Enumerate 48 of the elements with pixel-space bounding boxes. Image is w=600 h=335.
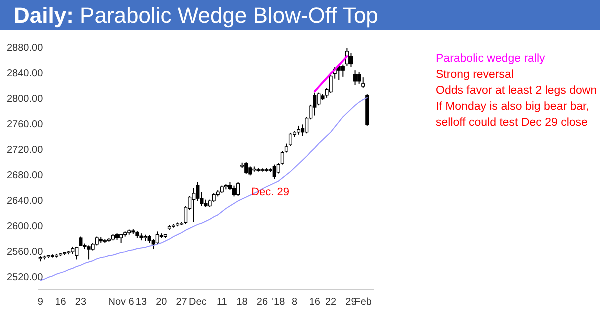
- candlestick: [87, 245, 91, 260]
- x-tick-label: 22: [326, 297, 338, 308]
- x-tick-label: 18: [236, 297, 248, 308]
- candlestick: [232, 185, 236, 198]
- y-tick-label: 2680.00: [7, 170, 44, 182]
- candlestick: [349, 52, 354, 68]
- x-tick-label: Dec: [189, 297, 207, 308]
- y-tick-label: 2840.00: [7, 68, 44, 80]
- text: Odds favor at least 2 legs down: [436, 85, 598, 97]
- y-tick-label: 2720.00: [7, 144, 44, 156]
- x-tick-label: '18: [272, 297, 286, 308]
- candlestick: [272, 164, 276, 180]
- y-tick-label: 2880.00: [7, 43, 44, 54]
- text: Parabolic wedge rally: [436, 53, 546, 65]
- candlestick: [288, 132, 292, 147]
- candlestick: [244, 162, 248, 175]
- x-tick-label: Nov 6: [108, 297, 135, 308]
- candlestick: [156, 231, 160, 245]
- candlestick: [79, 236, 83, 247]
- x-tick-label: 11: [216, 297, 228, 308]
- x-tick-label: 27: [176, 297, 188, 308]
- candlestick: [358, 72, 362, 84]
- x-tick-label: 29: [346, 297, 358, 308]
- text: If Monday is also big bear bar,: [436, 101, 590, 113]
- x-tick-label: 16: [309, 297, 321, 308]
- candlestick: [192, 188, 196, 223]
- x-tick-label: 26: [256, 297, 268, 308]
- x-tick-label: 8: [292, 297, 298, 308]
- x-tick-label: 13: [136, 297, 148, 308]
- y-tick-label: 2800.00: [7, 94, 44, 105]
- x-tick-label: 20: [156, 297, 168, 308]
- y-tick-label: 2640.00: [7, 196, 44, 207]
- y-tick-label: 2600.00: [7, 221, 44, 232]
- x-tick-label: 23: [75, 297, 87, 308]
- y-tick-label: 2520.00: [7, 272, 44, 284]
- annotation: Dec. 29: [252, 186, 290, 198]
- y-tick-label: 2760.00: [7, 119, 44, 130]
- candlestick: [236, 182, 240, 197]
- text: Strong reversal: [436, 69, 514, 81]
- text: selloff could test Dec 29 close: [436, 117, 588, 129]
- chart-title: Daily: Parabolic Wedge Blow-Off Top: [14, 3, 378, 28]
- candlestick: [75, 246, 79, 260]
- candlestick: [341, 64, 345, 78]
- y-tick-label: 2560.00: [7, 246, 44, 258]
- candlestick: [354, 70, 358, 86]
- candlestick: [313, 92, 317, 116]
- x-tick-label: 16: [55, 297, 67, 308]
- x-tick-label: 9: [38, 297, 44, 308]
